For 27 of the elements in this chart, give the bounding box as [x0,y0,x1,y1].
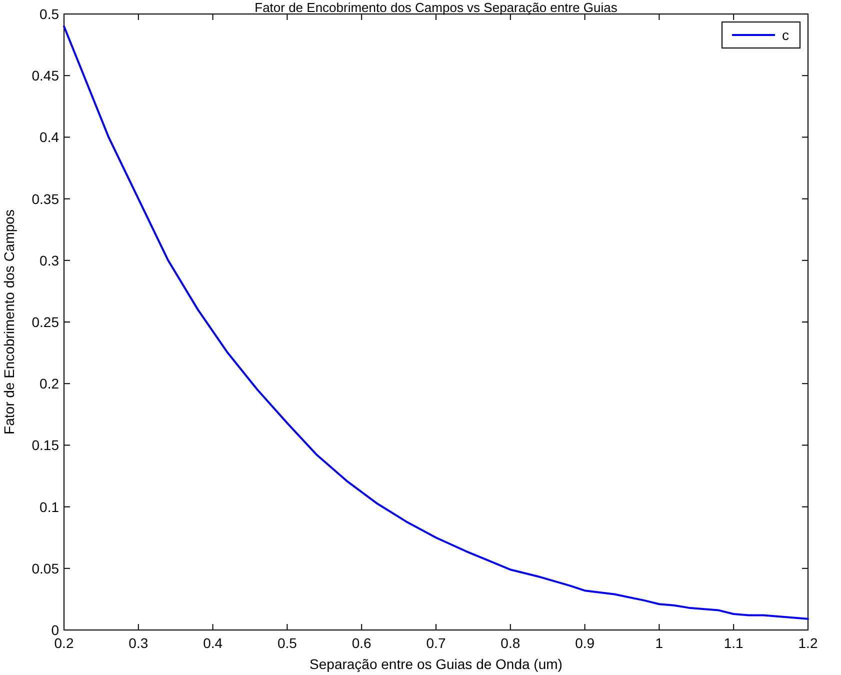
y-tick-label: 0 [51,622,60,638]
y-tick-label: 0.45 [32,68,60,84]
x-tick-label: 0.8 [500,635,520,651]
y-tick-label: 0.15 [32,437,60,454]
x-tick-label: 0.4 [203,635,223,651]
y-tick-label: 0.3 [40,252,60,268]
y-tick-label: 0.5 [40,6,60,22]
y-tick-label: 0.25 [32,314,60,330]
y-tick-label: 0.1 [40,498,60,515]
legend-label: c [782,27,789,43]
chart-title: Fator de Encobrimento dos Campos vs Separação entre Guias [254,0,618,15]
line-series [63,25,809,620]
y-tick-label: 0.05 [32,560,60,576]
x-tick-label: 0.5 [277,635,298,651]
x-tick-label: 1.1 [724,635,744,651]
x-tick-label: 0.7 [426,635,446,651]
x-tick-label: 1.2 [798,635,818,651]
x-tick-label: 1 [655,635,664,651]
y-tick-label: 0.2 [40,376,60,392]
y-tick-label: 0.35 [32,190,60,207]
y-tick-label: 0.4 [40,129,60,146]
x-tick-label: 0.3 [128,635,148,651]
x-tick-label: 0.2 [54,635,74,651]
x-tick-label: 0.6 [352,635,372,651]
x-tick-label: 0.9 [575,635,595,651]
y-axis-title: Fator de Encobrimento dos Campos [1,210,17,434]
x-axis-title: Separação entre os Guias de Onda (um) [310,656,562,672]
